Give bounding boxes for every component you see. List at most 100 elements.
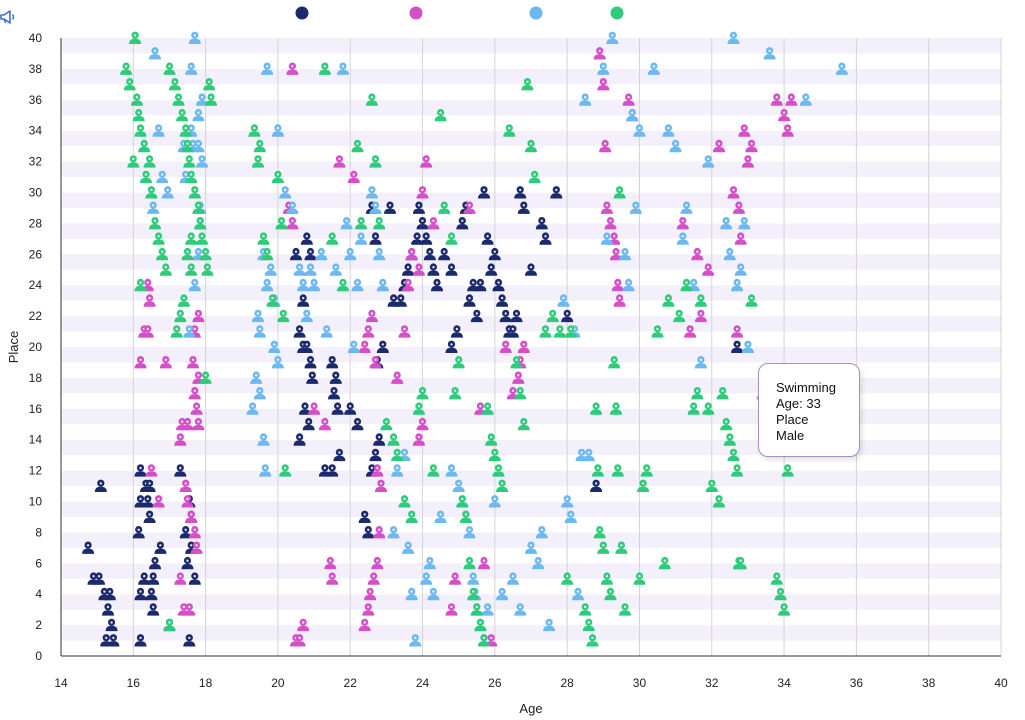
data-point[interactable] xyxy=(431,278,443,292)
data-point[interactable] xyxy=(610,247,622,261)
data-point[interactable] xyxy=(463,294,476,307)
data-point[interactable] xyxy=(676,232,689,245)
data-point[interactable] xyxy=(190,402,203,415)
data-point[interactable] xyxy=(481,603,494,616)
data-point[interactable] xyxy=(741,155,754,168)
data-point[interactable] xyxy=(177,294,190,307)
data-point[interactable] xyxy=(261,62,274,75)
data-point[interactable] xyxy=(420,232,433,245)
data-point[interactable] xyxy=(105,618,118,632)
data-point[interactable] xyxy=(201,263,214,276)
data-point[interactable] xyxy=(445,232,458,245)
data-point[interactable] xyxy=(606,31,619,44)
data-point[interactable] xyxy=(297,618,310,632)
data-point[interactable] xyxy=(561,309,574,323)
data-point[interactable] xyxy=(147,572,160,585)
data-point[interactable] xyxy=(416,186,429,199)
data-point[interactable] xyxy=(192,108,205,122)
data-point[interactable] xyxy=(286,62,299,75)
data-point[interactable] xyxy=(528,170,541,184)
data-point[interactable] xyxy=(496,294,509,307)
data-point[interactable] xyxy=(306,371,319,384)
data-point[interactable] xyxy=(159,356,172,369)
data-point[interactable] xyxy=(271,356,284,369)
data-point[interactable] xyxy=(445,464,458,477)
data-point[interactable] xyxy=(302,417,315,431)
data-point[interactable] xyxy=(369,155,382,168)
data-point[interactable] xyxy=(713,139,725,153)
data-point[interactable] xyxy=(138,139,151,153)
data-point[interactable] xyxy=(622,278,635,292)
data-point[interactable] xyxy=(611,464,624,477)
data-point[interactable] xyxy=(331,402,344,415)
data-point[interactable] xyxy=(611,278,624,292)
data-point[interactable] xyxy=(387,433,400,446)
data-point[interactable] xyxy=(640,464,653,477)
data-point[interactable] xyxy=(300,309,313,323)
data-point[interactable] xyxy=(470,603,483,616)
data-point[interactable] xyxy=(344,247,357,261)
data-point[interactable] xyxy=(702,155,715,168)
data-point[interactable] xyxy=(402,263,415,276)
data-point[interactable] xyxy=(535,526,548,539)
data-point[interactable] xyxy=(391,464,404,477)
data-point[interactable] xyxy=(485,433,498,446)
data-point[interactable] xyxy=(734,232,747,245)
data-point[interactable] xyxy=(203,78,216,91)
data-point[interactable] xyxy=(134,124,147,137)
data-point[interactable] xyxy=(340,217,353,230)
data-point[interactable] xyxy=(300,232,313,245)
data-point[interactable] xyxy=(248,124,261,137)
data-point[interactable] xyxy=(525,541,537,554)
data-point[interactable] xyxy=(488,448,501,462)
data-point[interactable] xyxy=(156,170,169,184)
data-point[interactable] xyxy=(127,155,140,168)
data-point[interactable] xyxy=(257,232,270,245)
data-point[interactable] xyxy=(405,587,418,601)
data-point[interactable] xyxy=(579,603,592,616)
data-point[interactable] xyxy=(597,78,610,91)
data-point[interactable] xyxy=(456,495,469,508)
data-point[interactable] xyxy=(517,340,530,353)
data-point[interactable] xyxy=(629,201,642,214)
data-point[interactable] xyxy=(373,433,386,446)
data-point[interactable] xyxy=(517,417,530,431)
data-point[interactable] xyxy=(405,247,418,261)
data-point[interactable] xyxy=(326,232,339,245)
data-point[interactable] xyxy=(539,232,552,245)
data-point[interactable] xyxy=(183,325,196,338)
data-point[interactable] xyxy=(702,263,715,276)
data-point[interactable] xyxy=(427,263,440,276)
data-point[interactable] xyxy=(492,464,505,477)
data-point[interactable] xyxy=(485,263,498,276)
data-point[interactable] xyxy=(478,634,490,647)
data-point[interactable] xyxy=(572,587,584,601)
data-point[interactable] xyxy=(525,263,537,276)
data-point[interactable] xyxy=(619,603,631,616)
data-point[interactable] xyxy=(279,464,292,477)
data-point[interactable] xyxy=(550,186,563,199)
data-point[interactable] xyxy=(375,479,387,492)
data-point[interactable] xyxy=(680,278,693,292)
data-point[interactable] xyxy=(120,62,133,75)
data-point[interactable] xyxy=(582,448,595,462)
data-point[interactable] xyxy=(778,108,791,122)
data-point[interactable] xyxy=(604,587,617,601)
data-point[interactable] xyxy=(597,62,610,75)
data-point[interactable] xyxy=(145,186,158,199)
data-point[interactable] xyxy=(152,124,165,137)
data-point[interactable] xyxy=(610,402,622,415)
data-point[interactable] xyxy=(376,340,389,353)
data-point[interactable] xyxy=(333,448,346,462)
data-point[interactable] xyxy=(271,170,284,184)
data-point[interactable] xyxy=(362,526,375,539)
data-point[interactable] xyxy=(271,124,284,137)
data-point[interactable] xyxy=(651,325,664,338)
data-point[interactable] xyxy=(600,201,613,214)
data-point[interactable] xyxy=(140,170,152,184)
data-point[interactable] xyxy=(626,108,639,122)
data-point[interactable] xyxy=(163,618,176,632)
data-point[interactable] xyxy=(134,587,147,601)
data-point[interactable] xyxy=(398,495,411,508)
data-point[interactable] xyxy=(293,325,306,338)
